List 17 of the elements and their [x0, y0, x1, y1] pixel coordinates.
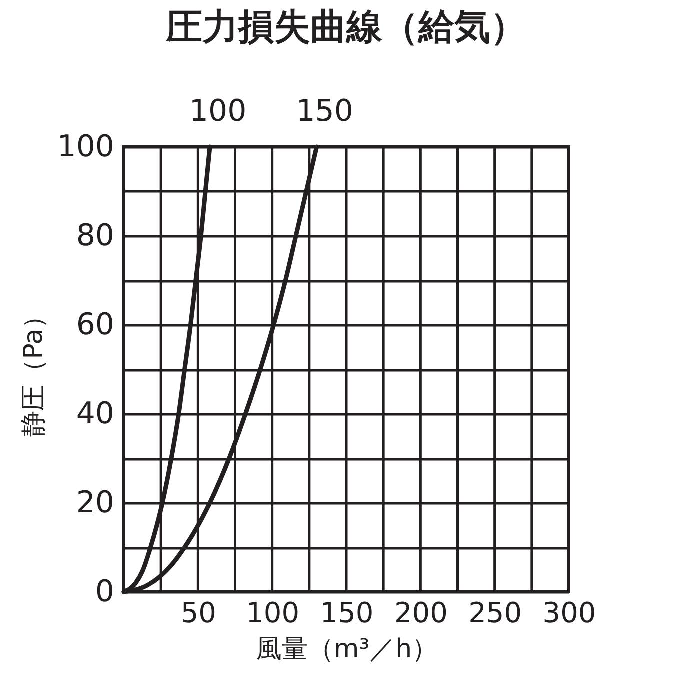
x-tick-label: 300: [542, 596, 596, 630]
y-tick-label: 100: [57, 130, 114, 164]
series-label: 150: [296, 94, 354, 129]
chart-title: 圧力損失曲線（給気）: [166, 7, 526, 48]
x-tick-label: 200: [394, 596, 448, 630]
x-tick-label: 250: [468, 596, 522, 630]
series-label: 100: [189, 94, 247, 129]
x-tick-label: 100: [246, 596, 300, 630]
x-tick-label: 50: [180, 596, 216, 630]
x-tick-label: 150: [320, 596, 374, 630]
x-axis-title: 風量（m³／h）: [256, 634, 438, 664]
y-tick-label: 80: [76, 218, 114, 254]
y-tick-label: 0: [95, 574, 114, 610]
y-tick-label: 60: [76, 308, 114, 342]
y-tick-label: 40: [76, 396, 114, 432]
y-axis-title: 静圧（Pa）: [19, 302, 50, 438]
y-tick-label: 20: [76, 486, 114, 520]
